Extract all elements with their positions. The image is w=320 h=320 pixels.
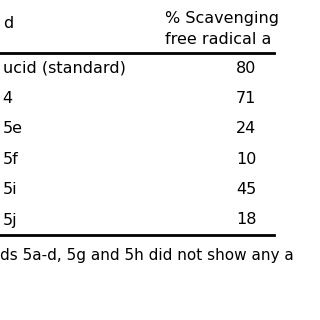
Text: ucid (standard): ucid (standard) — [3, 60, 126, 76]
Text: 45: 45 — [236, 182, 256, 197]
Text: 71: 71 — [236, 91, 256, 106]
Text: 24: 24 — [236, 121, 256, 136]
Text: 4: 4 — [3, 91, 13, 106]
Text: 80: 80 — [236, 60, 256, 76]
Text: ds 5a-d, 5g and 5h did not show any a: ds 5a-d, 5g and 5h did not show any a — [0, 248, 294, 263]
Text: free radical a: free radical a — [164, 32, 271, 47]
Text: 5i: 5i — [3, 182, 17, 197]
Text: 5e: 5e — [3, 121, 23, 136]
Text: % Scavenging: % Scavenging — [164, 11, 278, 26]
Text: 5f: 5f — [3, 152, 19, 167]
Text: 5j: 5j — [3, 212, 17, 228]
Text: d: d — [3, 16, 13, 31]
Text: 18: 18 — [236, 212, 256, 228]
Text: 10: 10 — [236, 152, 256, 167]
